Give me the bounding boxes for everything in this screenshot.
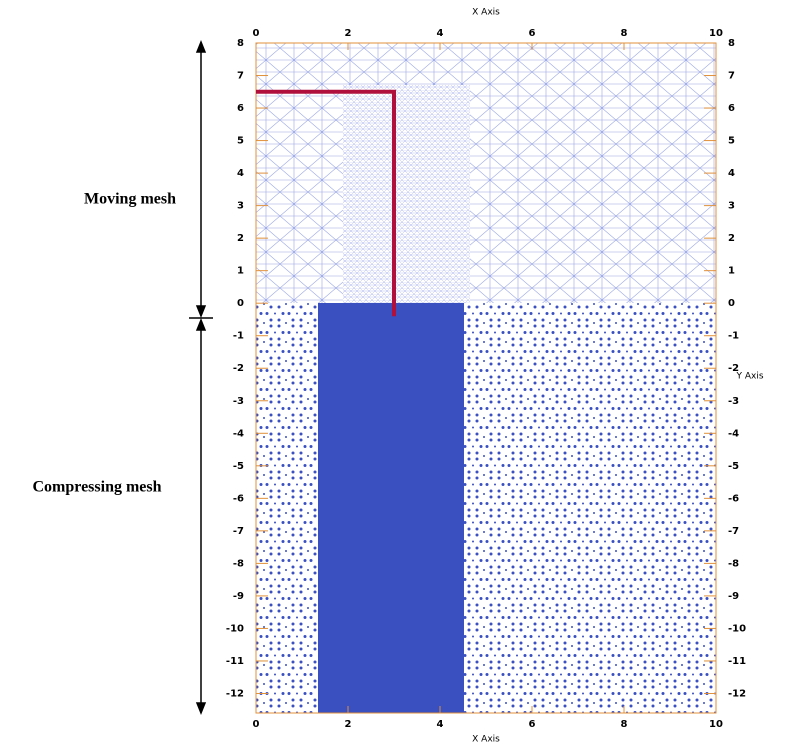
- x-tick-label: 8: [621, 719, 628, 730]
- y-tick-label: -10: [226, 623, 244, 634]
- x-tick-label: 10: [709, 719, 723, 730]
- y-tick-label: 2: [728, 233, 735, 244]
- y-tick-label: -6: [233, 493, 244, 504]
- y-tick-label: 1: [728, 266, 735, 277]
- y-tick-label: -1: [728, 331, 739, 342]
- x-tick-label: 6: [529, 719, 536, 730]
- y-tick-label: -3: [728, 396, 739, 407]
- x-tick-label: 10: [709, 28, 723, 39]
- x-tick-label: 2: [345, 719, 352, 730]
- y-tick-label: -7: [728, 526, 739, 537]
- x-axis-title: X Axis: [472, 8, 500, 18]
- y-tick-label: -12: [728, 688, 746, 699]
- x-tick-label: 4: [437, 28, 444, 39]
- x-axis-title: X Axis: [472, 735, 500, 745]
- x-tick-label: 0: [253, 719, 260, 730]
- y-tick-label: -6: [728, 493, 739, 504]
- y-tick-label: 4: [237, 168, 244, 179]
- y-tick-label: -1: [233, 331, 244, 342]
- y-tick-label: -9: [728, 591, 739, 602]
- x-tick-label: 4: [437, 719, 444, 730]
- y-tick-label: -4: [728, 428, 739, 439]
- y-tick-label: -8: [728, 558, 739, 569]
- y-tick-label: -5: [728, 461, 739, 472]
- y-tick-label: 3: [728, 201, 735, 212]
- mesh: [256, 43, 716, 713]
- moving-mesh-dense: [343, 85, 470, 303]
- y-tick-label: -11: [226, 656, 244, 667]
- moving-mesh: [256, 43, 716, 303]
- annotation: Compressing mesh: [32, 479, 161, 496]
- compressing-mesh-dense: [318, 303, 464, 713]
- y-tick-label: -8: [233, 558, 244, 569]
- x-tick-label: 8: [621, 28, 628, 39]
- y-tick-label: 2: [237, 233, 244, 244]
- y-tick-label: -2: [728, 363, 739, 374]
- y-tick-label: -11: [728, 656, 746, 667]
- x-tick-label: 2: [345, 28, 352, 39]
- y-tick-label: 8: [237, 38, 244, 49]
- y-tick-label: -4: [233, 428, 244, 439]
- x-tick-label: 6: [529, 28, 536, 39]
- y-tick-label: -2: [233, 363, 244, 374]
- x-tick-label: 0: [253, 28, 260, 39]
- y-tick-label: 4: [728, 168, 735, 179]
- y-tick-label: 6: [728, 103, 735, 114]
- y-tick-label: 0: [237, 298, 244, 309]
- y-tick-label: -10: [728, 623, 746, 634]
- annotation: Moving mesh: [84, 191, 176, 208]
- y-tick-label: 7: [237, 71, 244, 82]
- y-tick-label: 0: [728, 298, 735, 309]
- figure: Moving mesh Compressing mesh X Axis X Ax…: [0, 0, 786, 746]
- y-tick-label: 1: [237, 266, 244, 277]
- y-tick-label: -9: [233, 591, 244, 602]
- y-tick-label: 8: [728, 38, 735, 49]
- y-tick-label: -12: [226, 688, 244, 699]
- arrows: [189, 42, 213, 713]
- y-tick-label: 6: [237, 103, 244, 114]
- y-tick-label: -3: [233, 396, 244, 407]
- y-tick-label: 7: [728, 71, 735, 82]
- y-tick-label: 5: [728, 136, 735, 147]
- y-tick-label: 3: [237, 201, 244, 212]
- y-axis-title: Y Axis: [735, 372, 763, 382]
- y-tick-label: 5: [237, 136, 244, 147]
- y-tick-label: -5: [233, 461, 244, 472]
- y-tick-label: -7: [233, 526, 244, 537]
